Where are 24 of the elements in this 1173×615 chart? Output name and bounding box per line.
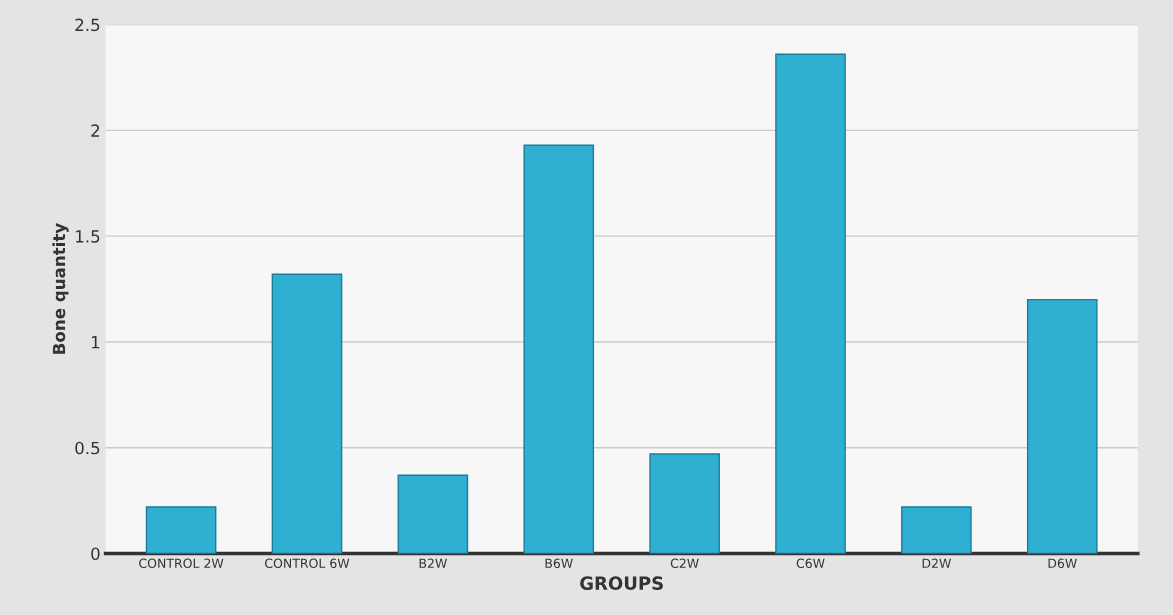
x-tick-label: CONTROL 6W [265,558,350,569]
y-axis-title: Bone quantity [52,223,69,354]
y-tick-label: 0.5 [75,441,100,455]
bar [145,506,217,554]
x-tick-label: D2W [922,558,951,568]
bar [1026,298,1098,554]
bar [775,53,846,554]
bar [901,506,972,554]
x-axis-title: GROUPS [580,576,663,590]
bar [271,273,343,554]
x-tick-label: C2W [670,558,699,569]
x-tick-label: B6W [545,558,573,569]
x-tick-label: D6W [1048,558,1077,569]
bar [397,474,469,554]
y-tick-label: 0 [91,547,100,561]
bar [523,144,595,554]
y-tick-label: 1 [91,336,100,349]
x-tick-label: CONTROL 2W [139,558,224,569]
y-tick-label: 2.5 [75,18,100,32]
y-tick-label: 1.5 [76,230,100,243]
x-tick-label: B2W [419,558,447,568]
x-tick-label: C6W [796,558,825,569]
bar [649,453,720,554]
y-tick-label: 2 [91,124,100,137]
